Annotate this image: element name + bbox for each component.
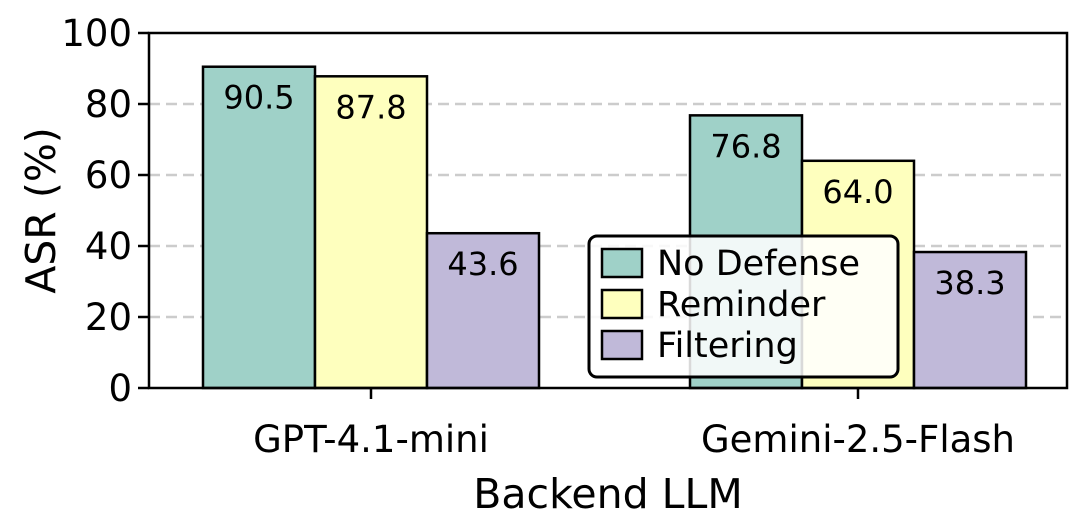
- x-axis-title: Backend LLM: [473, 470, 742, 518]
- legend-entry-0: No Defense: [657, 244, 860, 284]
- bar-value-label-0-2: 43.6: [447, 245, 518, 283]
- bar-0-0: [201, 65, 317, 390]
- bar-1-2: [912, 250, 1028, 390]
- y-tick-label-1: 20: [85, 296, 132, 339]
- legend-entry-2: Filtering: [657, 326, 798, 366]
- y-tick-label-0: 0: [108, 367, 132, 410]
- x-tick-label-1: Gemini-2.5-Flash: [701, 418, 1015, 461]
- bar-0-2: [425, 231, 541, 390]
- bar-value-label-1-0: 76.8: [710, 127, 781, 165]
- y-tick-label-4: 80: [85, 83, 132, 126]
- bar-labels: 90.5 87.8 43.6 76.8 64.0 38.3: [223, 79, 1005, 302]
- bar-value-label-0-1: 87.8: [335, 88, 406, 126]
- bar-value-label-1-2: 38.3: [934, 264, 1005, 302]
- legend-box: [587, 234, 900, 379]
- y-axis-title: ASR (%): [17, 127, 65, 294]
- y-tick-label-3: 60: [85, 154, 132, 197]
- bar-value-label-0-0: 90.5: [223, 79, 294, 117]
- bar-value-label-1-1: 64.0: [822, 173, 893, 211]
- x-axis-ticks: GPT-4.1-mini Gemini-2.5-Flash: [253, 388, 1015, 461]
- legend-swatch-2: [600, 329, 644, 361]
- legend-swatch-1: [600, 288, 644, 320]
- y-tick-label-5: 100: [61, 12, 132, 55]
- y-axis-ticks: 0 20 40 60 80 100: [61, 12, 149, 410]
- y-tick-label-2: 40: [85, 225, 132, 268]
- plot-frame: [147, 31, 1069, 390]
- x-tick-label-0: GPT-4.1-mini: [253, 418, 489, 461]
- legend-swatch-0: [600, 247, 644, 279]
- legend-entry-1: Reminder: [657, 285, 826, 325]
